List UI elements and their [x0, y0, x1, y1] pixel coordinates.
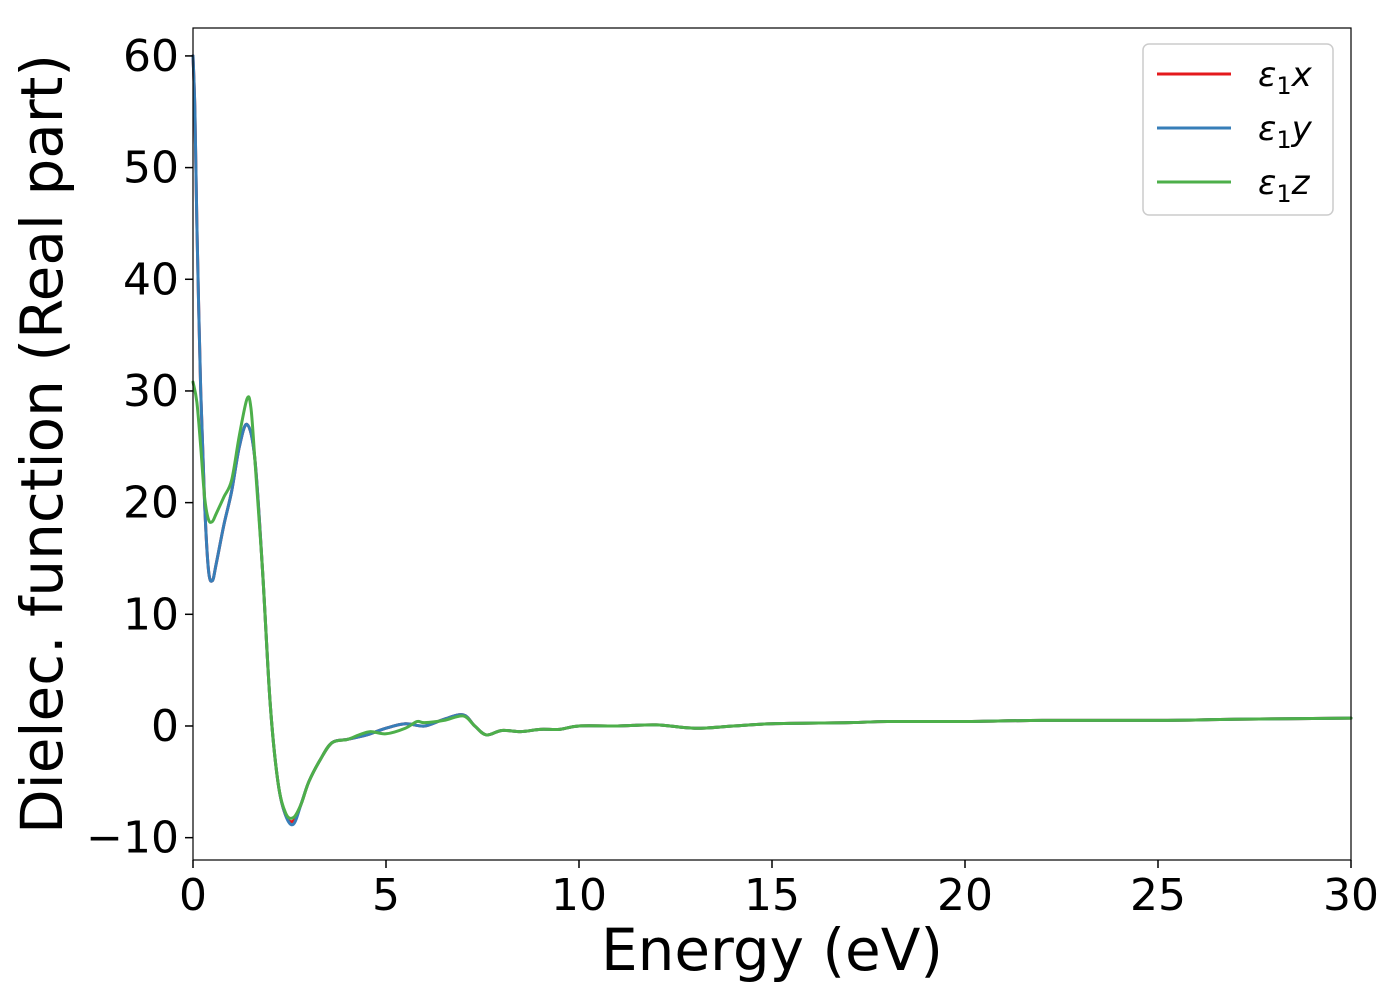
y-axis-label: Dielec. function (Real part): [8, 54, 76, 834]
x-tick-label: 10: [551, 870, 607, 921]
y-tick-label: −10: [86, 813, 179, 864]
y-tick-label: 10: [123, 589, 179, 640]
x-tick-label: 15: [744, 870, 800, 921]
x-axis: 0 5 10 15 20 25 30: [179, 860, 1379, 921]
legend-label-x: ε1x: [1258, 55, 1313, 100]
y-tick-label: 60: [123, 31, 179, 82]
y-tick-label: 30: [123, 366, 179, 417]
legend-label-z: ε1z: [1258, 163, 1311, 208]
legend-label-y: ε1y: [1258, 109, 1313, 154]
x-tick-label: 20: [937, 870, 993, 921]
legend-box: [1142, 43, 1334, 216]
y-tick-label: 20: [123, 478, 179, 529]
x-axis-label: Energy (eV): [601, 916, 943, 984]
x-tick-label: 0: [179, 870, 207, 921]
x-tick-label: 25: [1130, 870, 1186, 921]
series-line-z: [191, 380, 1353, 820]
x-tick-label: 5: [372, 870, 400, 921]
series-lines: [191, 54, 1353, 827]
y-tick-label: 50: [123, 143, 179, 194]
y-axis: −10 0 10 20 30 40 50 60: [86, 31, 193, 864]
legend: ε1x ε1y ε1z: [1142, 43, 1334, 216]
y-tick-label: 0: [151, 701, 179, 752]
x-tick-label: 30: [1323, 870, 1379, 921]
y-tick-label: 40: [123, 254, 179, 305]
